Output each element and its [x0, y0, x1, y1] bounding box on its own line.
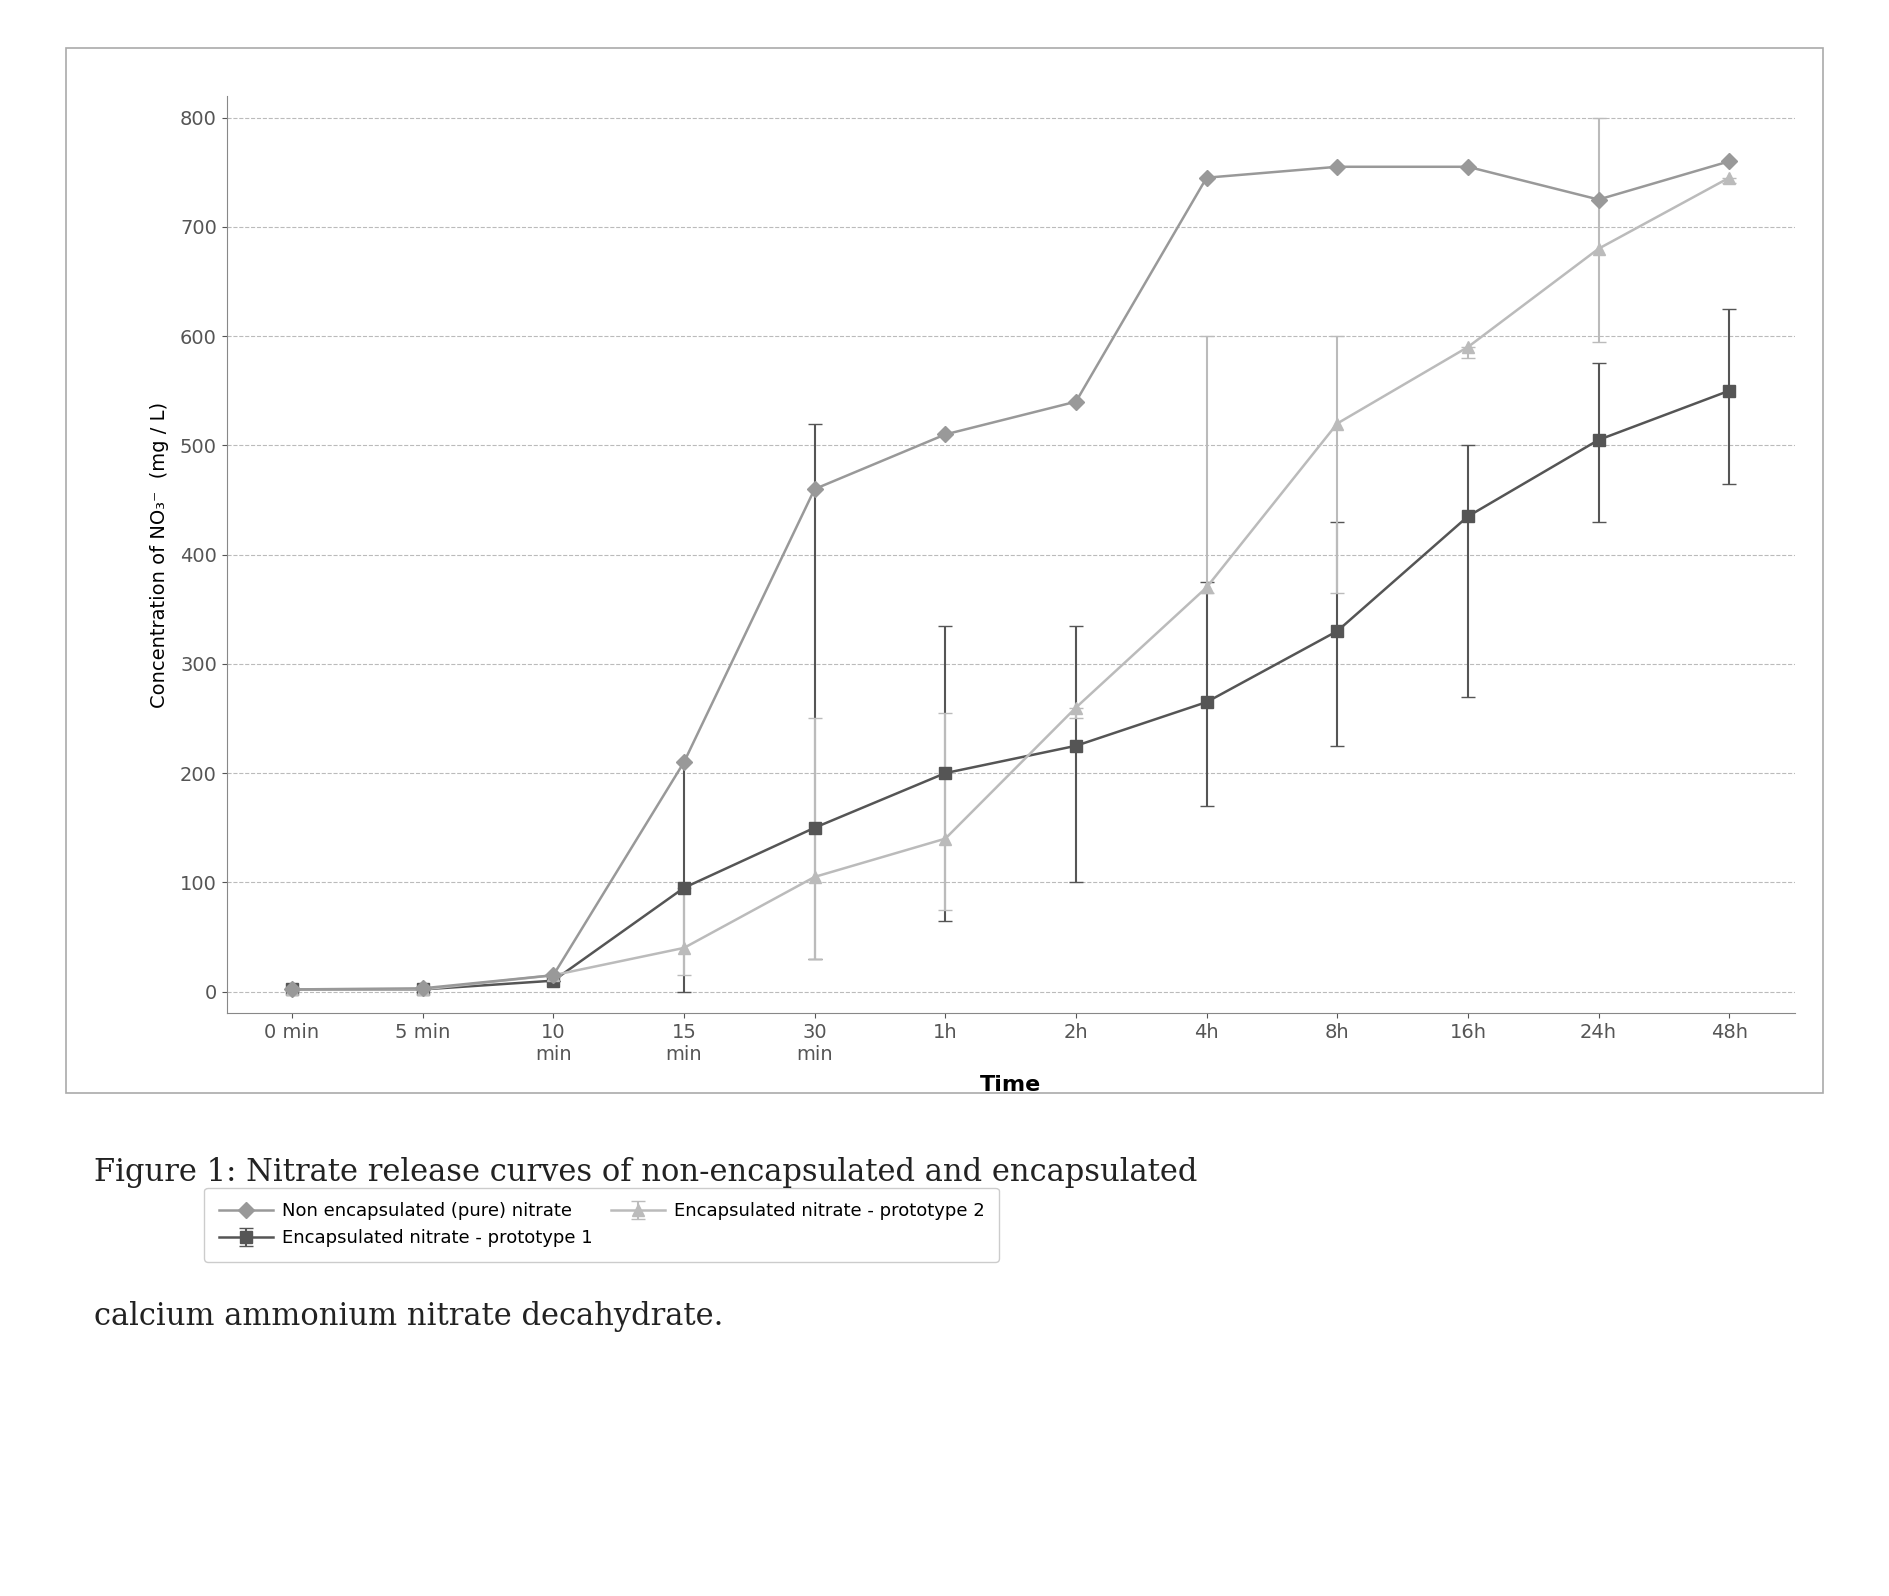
Text: calcium ammonium nitrate decahydrate.: calcium ammonium nitrate decahydrate. — [94, 1301, 723, 1331]
Text: Figure 1: Nitrate release curves of non-encapsulated and encapsulated: Figure 1: Nitrate release curves of non-… — [94, 1157, 1198, 1187]
Non encapsulated (pure) nitrate — [412, 978, 434, 998]
Non encapsulated (pure) nitrate — [1326, 156, 1349, 176]
Non encapsulated (pure) nitrate — [281, 980, 304, 999]
Line: Non encapsulated (pure) nitrate: Non encapsulated (pure) nitrate — [287, 156, 1734, 994]
Non encapsulated (pure) nitrate — [803, 479, 825, 498]
Non encapsulated (pure) nitrate — [1587, 190, 1609, 209]
Non encapsulated (pure) nitrate — [1717, 152, 1740, 171]
Non encapsulated (pure) nitrate — [1456, 156, 1479, 176]
Non encapsulated (pure) nitrate — [1196, 168, 1218, 187]
Y-axis label: Concentration of NO₃⁻  (mg / L): Concentration of NO₃⁻ (mg / L) — [149, 402, 168, 707]
Non encapsulated (pure) nitrate — [1065, 393, 1088, 412]
Non encapsulated (pure) nitrate — [933, 425, 956, 444]
Non encapsulated (pure) nitrate — [542, 966, 565, 985]
X-axis label: Time: Time — [980, 1076, 1041, 1095]
Non encapsulated (pure) nitrate — [672, 753, 695, 772]
Legend: Non encapsulated (pure) nitrate, Encapsulated nitrate - prototype 1, Encapsulate: Non encapsulated (pure) nitrate, Encapsu… — [204, 1187, 999, 1261]
